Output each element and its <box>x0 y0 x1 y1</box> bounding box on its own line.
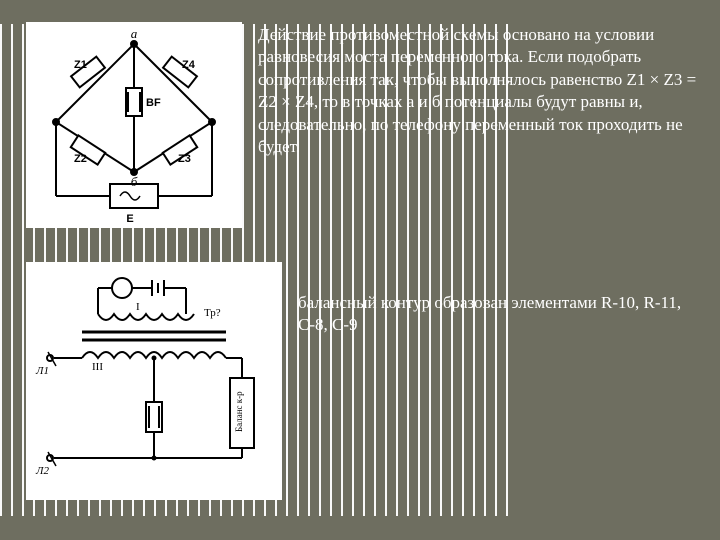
z4-label: Z4 <box>182 59 196 71</box>
e-label: E <box>126 213 133 225</box>
node-b-label: б <box>131 174 138 189</box>
paragraph-1-text: Действие противоместной схемы основано н… <box>258 25 696 156</box>
winding-iii-label: III <box>92 361 103 373</box>
l1-label: Л1 <box>35 365 49 377</box>
paragraph-1: Действие противоместной схемы основано н… <box>242 22 702 159</box>
slide: а б Z1 Z4 Z2 Z3 BF E Действие противомес… <box>0 0 720 540</box>
l2-label: Л2 <box>35 465 49 477</box>
tr-label: Тр? <box>204 307 221 319</box>
transformer-diagram: Тр? I III Л1 Л2 Баланс к-р <box>26 262 282 500</box>
node-a-label: а <box>131 26 138 41</box>
bridge-diagram: а б Z1 Z4 Z2 Z3 BF E <box>26 22 242 228</box>
z1-label: Z1 <box>74 59 87 71</box>
winding-i-label: I <box>136 301 140 313</box>
content-row-2: Тр? I III Л1 Л2 Баланс к-р балансный кон… <box>12 262 708 500</box>
content-row-1: а б Z1 Z4 Z2 Z3 BF E Действие противомес… <box>12 22 708 228</box>
paragraph-2-text: балансный контур образован элементами R-… <box>298 293 681 334</box>
balance-box-label: Баланс к-р <box>234 391 244 432</box>
z2-label: Z2 <box>74 153 87 165</box>
bf-label: BF <box>146 97 161 109</box>
z3-label: Z3 <box>178 153 191 165</box>
paragraph-2: балансный контур образован элементами R-… <box>282 262 702 337</box>
